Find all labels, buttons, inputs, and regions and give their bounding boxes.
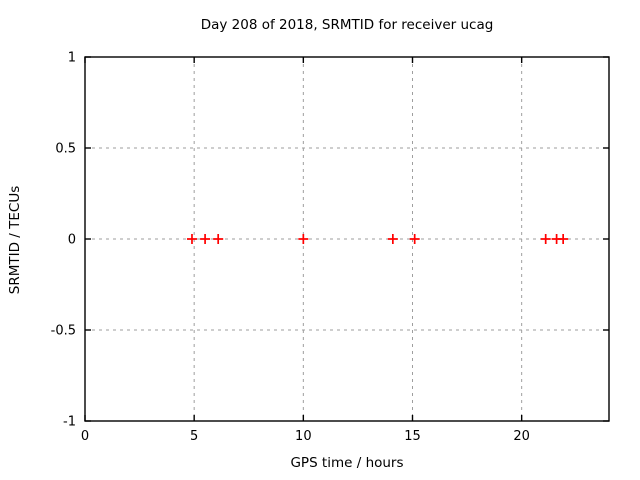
- x-tick-label: 15: [404, 429, 421, 444]
- y-tick-label: -1: [63, 415, 76, 430]
- x-axis-label: GPS time / hours: [290, 455, 404, 471]
- x-tick-label: 5: [190, 429, 198, 444]
- x-tick-label: 0: [81, 429, 89, 444]
- y-tick-label: -0.5: [51, 324, 76, 339]
- data-point-marker: [213, 234, 224, 244]
- x-tick-label: 20: [513, 429, 530, 444]
- data-point-marker: [298, 234, 309, 244]
- data-point-marker: [186, 234, 197, 244]
- y-tick-label: 0.5: [55, 142, 76, 157]
- y-tick-label: 1: [68, 51, 76, 66]
- data-point-marker: [540, 234, 551, 244]
- data-point-marker: [409, 234, 420, 244]
- data-point-marker: [558, 234, 569, 244]
- chart-title: Day 208 of 2018, SRMTID for receiver uca…: [200, 17, 494, 33]
- y-tick-label: 0: [68, 233, 76, 248]
- data-point-marker: [387, 234, 398, 244]
- x-tick-label: 10: [295, 429, 312, 444]
- data-point-marker: [200, 234, 211, 244]
